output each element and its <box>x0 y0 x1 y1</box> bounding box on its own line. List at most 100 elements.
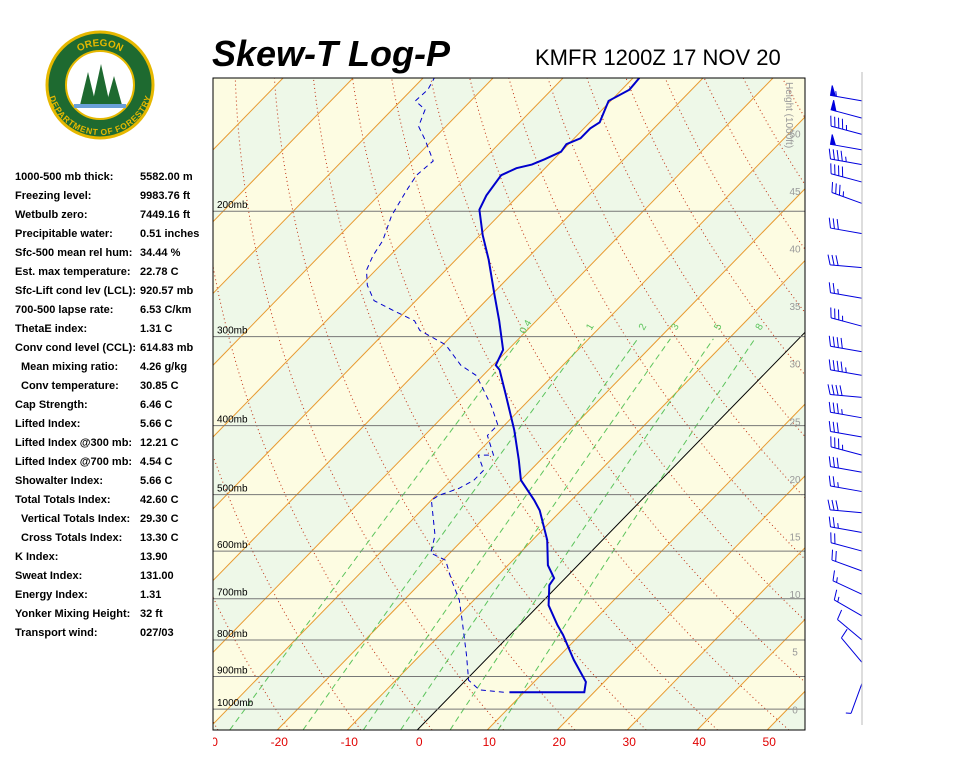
isotherm <box>276 188 805 730</box>
mixing-ratio-label: 1 <box>584 322 597 333</box>
index-label: Lifted Index: <box>15 418 80 430</box>
wind-barb <box>829 85 863 102</box>
index-value: 1.31 C <box>140 323 172 335</box>
index-label: ThetaE index: <box>15 323 87 335</box>
index-value: 9983.76 ft <box>140 190 190 202</box>
y-tick-label: 700mb <box>217 588 248 599</box>
y2-tick-label: 20 <box>789 475 801 486</box>
x-tick-label: 10 <box>483 735 497 749</box>
index-value: 32 ft <box>140 608 163 620</box>
dry-adiabat <box>939 78 960 730</box>
dry-adiabat <box>391 78 790 730</box>
wind-barb <box>827 384 863 398</box>
wind-barb <box>830 532 863 552</box>
wind-barb <box>841 628 863 663</box>
index-value: 6.53 C/km <box>140 304 192 316</box>
y2-tick-label: 25 <box>789 417 801 428</box>
index-value: 22.78 C <box>140 266 179 278</box>
index-value: 5582.00 m <box>140 171 193 183</box>
index-value: 13.90 <box>140 551 168 563</box>
overlay: 200mb 300mb 400mb 500mb 600mb 700mb 800mb 900mb… <box>201 82 863 749</box>
chart-title: Skew-T Log-P <box>212 33 451 74</box>
index-value: 0.51 inches <box>140 228 199 240</box>
mixing-ratio-line <box>497 338 756 730</box>
indices-table: 1000-500 mb thick: 5582.00 m Freezing leve… <box>15 171 199 639</box>
index-label: K Index: <box>15 551 58 563</box>
plot-frame <box>212 77 806 731</box>
mixing-ratio-line <box>229 338 521 730</box>
x-tick-label: 20 <box>553 735 567 749</box>
wind-barb <box>828 475 863 493</box>
isotherm <box>213 78 354 223</box>
index-label: Transport wind: <box>15 627 98 639</box>
index-value: 5.66 C <box>140 418 172 430</box>
index-value: 4.26 g/kg <box>140 361 187 373</box>
index-label: Est. max temperature: <box>15 266 131 278</box>
wind-barb <box>830 436 863 456</box>
index-label: Total Totals Index: <box>15 494 111 506</box>
wind-barb <box>831 549 863 572</box>
profile-line <box>365 78 504 693</box>
index-value: 30.85 C <box>140 380 179 392</box>
logo-tree <box>80 72 96 105</box>
index-value: 12.21 C <box>140 437 179 449</box>
mixing-ratio-line <box>400 338 671 730</box>
isotherm <box>486 403 805 730</box>
index-value: 6.46 C <box>140 399 172 411</box>
y-tick-label: 500mb <box>217 484 248 495</box>
plot-area: 0.4 1 2 3 5 8 <box>0 78 960 730</box>
mixing-ratio-label: 8 <box>754 322 767 333</box>
wind-barb <box>828 335 863 353</box>
index-value: 614.83 mb <box>140 342 193 354</box>
wind-barb <box>837 609 863 641</box>
wind-barb <box>828 456 863 473</box>
index-label: Conv cond level (CCL): <box>15 342 136 354</box>
dry-adiabat <box>312 78 647 730</box>
index-value: 1.31 <box>140 589 161 601</box>
wind-barb <box>831 182 863 204</box>
x-tick-label: -10 <box>341 735 359 749</box>
logo: OREGON DEPARTMENT OF FORESTRY <box>45 30 155 140</box>
dry-adiabat <box>781 78 805 119</box>
index-value: 42.60 C <box>140 494 179 506</box>
index-label: Vertical Totals Index: <box>21 513 130 525</box>
mixing-ratio-line <box>302 338 586 730</box>
x-tick-label: -30 <box>201 735 219 749</box>
mixing-ratio-label: 3 <box>669 322 682 333</box>
logo-tree <box>92 64 110 105</box>
y2-tick-label: 45 <box>789 187 801 198</box>
index-value: 027/03 <box>140 627 174 639</box>
wind-barb <box>832 570 863 595</box>
temperature-band <box>837 78 960 730</box>
mixing-ratio-label: 2 <box>637 322 650 333</box>
isotherm <box>213 116 805 725</box>
isotherm <box>0 78 3 730</box>
index-label: 1000-500 mb thick: <box>15 171 113 183</box>
isotherm <box>837 78 960 730</box>
isotherm <box>213 78 494 366</box>
index-label: Sfc-500 mean rel hum: <box>15 247 132 259</box>
x-tick-label: 50 <box>763 735 777 749</box>
temperature-band <box>213 116 805 730</box>
y2-tick-label: 15 <box>789 532 801 543</box>
y2-tick-label: 5 <box>792 648 798 659</box>
index-value: 920.57 mb <box>140 285 193 297</box>
isotherm <box>556 475 805 730</box>
dry-adiabat <box>861 78 960 730</box>
wind-barb <box>828 401 863 419</box>
wind-barb <box>828 282 863 299</box>
y-tick-label: 400mb <box>217 415 248 426</box>
wind-barb <box>845 683 863 714</box>
y2-tick-label: 35 <box>789 302 801 313</box>
wind-barb <box>833 589 863 617</box>
index-label: Conv temperature: <box>21 380 119 392</box>
isotherm <box>213 78 424 295</box>
index-label: Cross Totals Index: <box>21 532 122 544</box>
index-value: 5.66 C <box>140 475 172 487</box>
index-label: Sweat Index: <box>15 570 82 582</box>
index-value: 4.54 C <box>140 456 172 468</box>
index-label: Energy Index: <box>15 589 88 601</box>
y-tick-label: 1000mb <box>217 698 254 709</box>
index-value: 131.00 <box>140 570 174 582</box>
